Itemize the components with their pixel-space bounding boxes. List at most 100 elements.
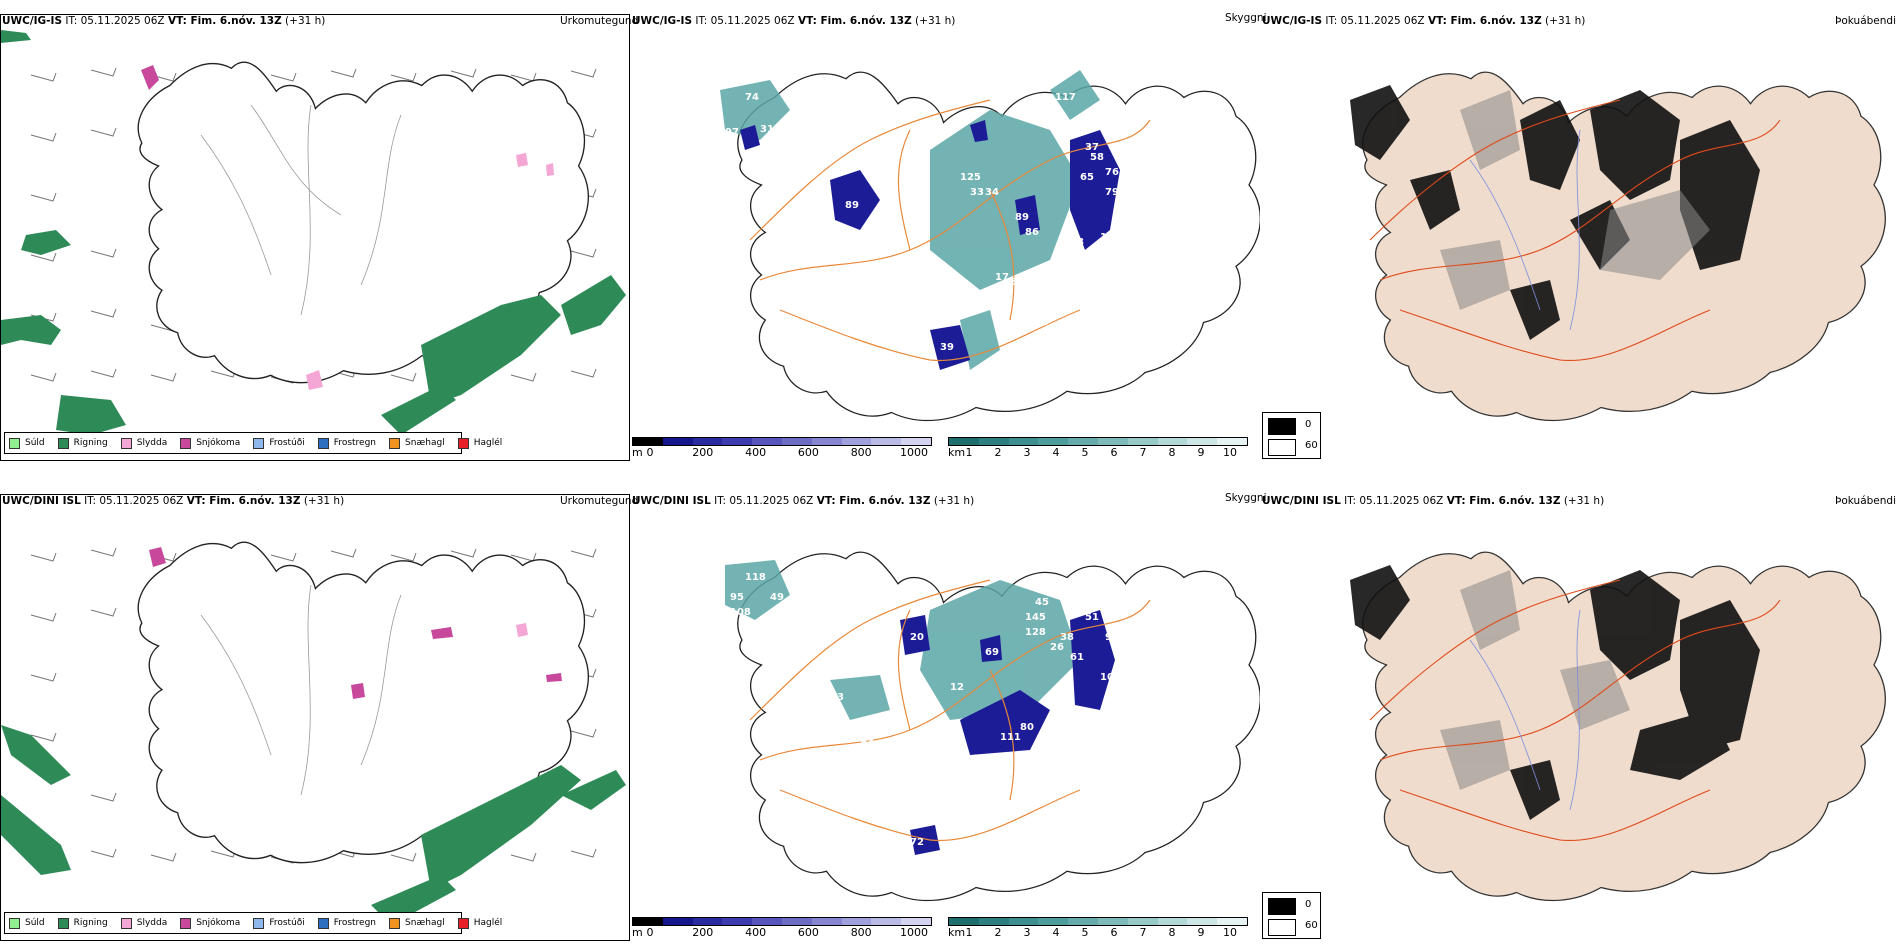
cloud-base-bar	[632, 437, 932, 446]
legend-swatch	[253, 437, 265, 449]
init-time: IT: 05.11.2025 06Z	[710, 495, 817, 507]
roads	[749, 99, 1151, 362]
fog-legend-swatch-light	[1268, 439, 1296, 456]
cloud-label: 65	[1080, 172, 1094, 183]
precip-map	[1, 30, 626, 435]
colorbar-unit: m	[632, 926, 643, 939]
snow-areas	[141, 65, 159, 90]
legend-swatch	[120, 917, 132, 929]
valid-time: VT: Fim. 6.nóv. 13Z	[1427, 15, 1542, 27]
fog-indicator-panel: UWC/DINI ISL IT: 05.11.2025 06Z VT: Fim.…	[1260, 480, 1900, 950]
precip-legend: Súld Rigning Slydda Snjókoma Frostúði Fr…	[4, 912, 502, 934]
colorbar-unit: km	[948, 926, 966, 939]
fog-indicator-panel: UWC/IG-IS IT: 05.11.2025 06Z VT: Fim. 6.…	[1260, 0, 1900, 470]
colorbar-segment	[781, 438, 812, 445]
cloud-label: 10	[1100, 232, 1114, 243]
colorbar-segment	[1038, 438, 1069, 445]
cloud-label: 38	[1060, 632, 1074, 643]
visibility-colorbar: km 1 2 3 4 5 6 7 8 9 10	[948, 437, 1248, 459]
colorbar-segment	[841, 918, 872, 925]
legend-item-snow: Snjókoma	[180, 437, 240, 449]
fog-legend-swatch-dark	[1268, 898, 1296, 915]
init-time: IT: 05.11.2025 06Z	[62, 15, 168, 27]
visibility-header: UWC/IG-IS IT: 05.11.2025 06Z VT: Fim. 6.…	[632, 15, 955, 27]
colorbar-segment	[1008, 438, 1039, 445]
cloud-base-areas	[740, 120, 1120, 370]
precip-title: Úrkomutegund	[560, 15, 639, 27]
colorbar-segment	[978, 438, 1009, 445]
cloud-label: 17	[995, 272, 1009, 283]
cloud-label: 26	[1050, 642, 1064, 653]
colorbar-tick: 3	[1023, 446, 1031, 459]
cloud-label: 93	[860, 737, 874, 748]
fog-grey-areas	[1440, 90, 1710, 310]
cloud-label: 19	[1030, 302, 1044, 313]
colorbar-tick: 1	[965, 446, 973, 459]
colorbar-tick: 5	[1081, 446, 1089, 459]
colorbar-tick: 2	[994, 446, 1002, 459]
colorbar-segment	[1097, 438, 1128, 445]
legend-item-rain: Rigning	[57, 917, 108, 929]
visibility-title: Skyggni	[1225, 12, 1267, 24]
colorbar-tick: 0	[646, 926, 654, 939]
init-time: IT: 05.11.2025 06Z	[1322, 15, 1428, 27]
legend-swatch	[9, 917, 20, 929]
colorbar-segment	[871, 918, 902, 925]
cloud-label: 72	[910, 837, 924, 848]
model-label: UWC/IG-IS	[632, 15, 693, 27]
colorbar-tick: 4	[1052, 446, 1060, 459]
colorbar-tick: 800	[850, 446, 872, 459]
forecast-row-dini-isl: UWC/DINI ISL IT: 05.11.2025 06Z VT: Fim.…	[0, 480, 1900, 950]
cloud-label: 51	[1085, 612, 1099, 623]
cloud-label: 128	[1025, 627, 1046, 638]
colorbar-segment	[752, 918, 782, 925]
cloud-label: 97	[725, 127, 739, 138]
legend-swatch	[180, 917, 192, 929]
cloud-label: 79	[1105, 187, 1119, 198]
colorbar-tick: 600	[797, 446, 819, 459]
colorbar-segment	[871, 438, 902, 445]
legend-swatch	[180, 437, 192, 449]
legend-item-snow: Snjókoma	[180, 917, 240, 929]
colorbar-segment	[662, 918, 693, 925]
valid-time: VT: Fim. 6.nóv. 13Z	[816, 495, 931, 507]
cloud-labels: 74 97 31 89 63 125 33 34 89 117 32 37 58…	[725, 92, 1119, 378]
legend-swatch	[9, 437, 20, 449]
fog-grey-areas	[1440, 570, 1630, 790]
colorbar-segment	[692, 918, 723, 925]
cloud-label: 33	[970, 187, 984, 198]
fog-rivers	[1469, 609, 1581, 811]
cloud-label: 99	[1105, 632, 1119, 643]
rivers	[200, 104, 402, 316]
colorbar-unit: m	[632, 446, 643, 459]
colorbar-segment	[722, 438, 753, 445]
colorbar-tick: 200	[692, 926, 714, 939]
snow-areas	[149, 547, 562, 699]
legend-item-sleet: Slydda	[120, 437, 167, 449]
fog-header: UWC/IG-IS IT: 05.11.2025 06Z VT: Fim. 6.…	[1262, 15, 1585, 27]
colorbar-unit: km	[948, 446, 966, 459]
model-label: UWC/IG-IS	[2, 15, 63, 27]
model-label: UWC/DINI ISL	[1262, 495, 1341, 507]
legend-item-snow-pellets: Snæhagl	[389, 917, 445, 929]
colorbar-tick: 4	[1052, 926, 1060, 939]
colorbar-tick: 3	[1023, 926, 1031, 939]
colorbar-tick: 200	[692, 446, 714, 459]
colorbar-tick: 1000	[900, 446, 928, 459]
precip-map	[1, 541, 626, 925]
visibility-title: Skyggni	[1225, 492, 1267, 504]
colorbar-segment	[949, 918, 979, 925]
cloud-label: 12	[950, 682, 964, 693]
legend-item-hail: Haglél	[457, 917, 502, 929]
fog-rivers	[1469, 129, 1581, 331]
cloud-base-areas	[900, 610, 1115, 855]
visibility-map: 118 95 108 49 93 20 69 145 128 12 111 80…	[725, 551, 1260, 902]
colorbar-tick: 5	[1081, 926, 1089, 939]
legend-swatch	[317, 917, 329, 929]
cloud-label: 45	[1035, 597, 1049, 608]
legend-swatch	[57, 917, 69, 929]
precip-type-panel: UWC/IG-IS IT: 05.11.2025 06Z VT: Fim. 6.…	[0, 0, 638, 470]
legend-swatch	[457, 437, 469, 449]
colorbar-segment	[1157, 438, 1188, 445]
cloud-label: 33	[935, 727, 949, 738]
